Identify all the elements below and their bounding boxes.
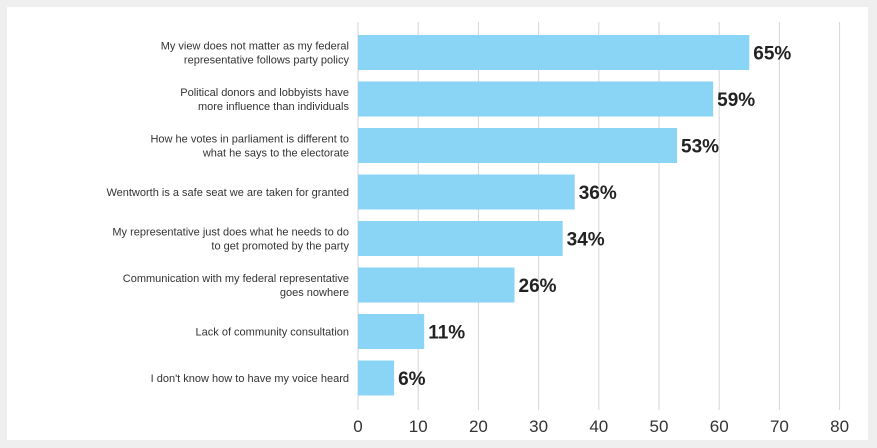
x-tick-label-60: 60 [710,417,729,436]
bars [358,35,750,396]
bar-8 [358,360,395,396]
category-label-6: Communication with my federal representa… [123,273,349,299]
category-label-line: How he votes in parliament is different … [150,134,349,146]
category-label-5: My representative just does what he need… [112,227,349,253]
bar-3 [358,128,678,163]
category-label-line: My representative just does what he need… [112,227,349,239]
value-label-3: 53% [681,137,719,158]
category-label-line: My view does not matter as my federal [161,41,349,53]
value-label-7: 11% [428,323,465,344]
bar-4 [358,174,575,210]
category-label-line: Political donors and lobbyists have [180,87,349,99]
category-label-8: I don't know how to have my voice heard [151,373,349,385]
category-label-line: more influence than individuals [198,101,350,113]
x-axis-tick-labels: 0 10 20 30 40 50 60 70 80 [353,417,849,436]
x-tick-label-30: 30 [529,417,548,436]
x-tick-label-0: 0 [353,417,362,436]
value-label-2: 59% [717,90,755,111]
value-label-8: 6% [398,369,426,390]
bar-5 [358,221,563,256]
category-label-line: Lack of community consultation [196,327,349,339]
value-label-4: 36% [579,183,617,204]
x-tick-label-40: 40 [589,417,608,436]
category-label-1: My view does not matter as my federal rep… [161,41,350,67]
category-label-7: Lack of community consultation [196,327,349,339]
category-label-3: How he votes in parliament is different … [150,134,349,160]
category-label-line: representative follows party policy [184,55,350,67]
x-tick-label-20: 20 [469,417,488,436]
bar-1 [358,35,750,70]
value-label-1: 65% [753,44,791,65]
category-label-line: to get promoted by the party [211,241,349,253]
gridlines [357,22,841,410]
category-label-line: I don't know how to have my voice heard [151,373,349,385]
category-label-line: goes nowhere [280,287,349,299]
value-labels: 65% 59% 53% 36% 34% 26% 11% 6% [398,44,791,391]
bar-6 [358,267,515,303]
x-tick-label-50: 50 [650,417,669,436]
value-label-5: 34% [567,230,605,251]
bar-7 [358,314,425,349]
category-label-line: Wentworth is a safe seat we are taken fo… [106,187,349,199]
x-tick-label-70: 70 [770,417,789,436]
category-label-line: what he says to the electorate [202,148,349,160]
value-label-6: 26% [519,276,557,297]
category-label-2: Political donors and lobbyists have more … [180,87,349,113]
bar-2 [358,81,714,117]
category-label-4: Wentworth is a safe seat we are taken fo… [106,187,349,199]
category-labels: My view does not matter as my federal rep… [106,41,349,386]
x-tick-label-80: 80 [830,417,849,436]
category-label-line: Communication with my federal representa… [123,273,349,285]
x-tick-label-10: 10 [409,417,428,436]
